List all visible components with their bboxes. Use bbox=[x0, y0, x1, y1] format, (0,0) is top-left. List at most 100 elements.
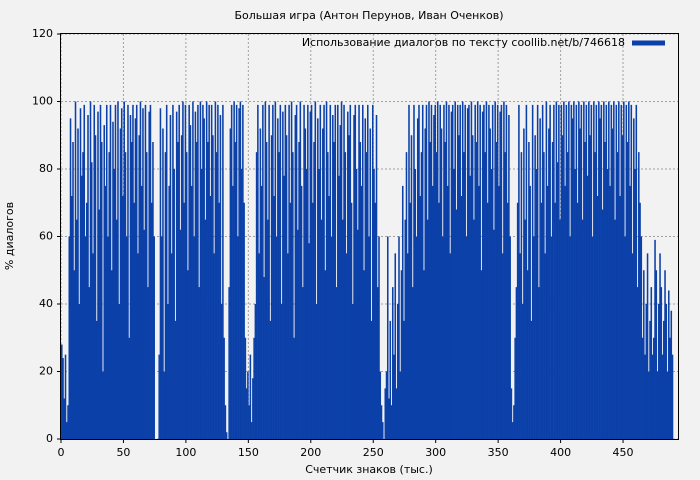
bar bbox=[389, 320, 392, 439]
bar bbox=[661, 354, 664, 439]
bar bbox=[269, 320, 272, 439]
bar bbox=[636, 287, 639, 439]
bar bbox=[163, 371, 165, 439]
bar bbox=[214, 101, 217, 439]
bar bbox=[318, 169, 320, 439]
bar bbox=[294, 115, 297, 439]
bar bbox=[583, 101, 585, 439]
bar bbox=[348, 135, 350, 439]
bar bbox=[385, 371, 388, 439]
bar bbox=[535, 169, 538, 439]
bar bbox=[471, 135, 474, 439]
bar bbox=[408, 104, 410, 439]
bar bbox=[285, 135, 288, 439]
bar bbox=[109, 104, 112, 439]
bar bbox=[354, 104, 357, 439]
bar bbox=[128, 337, 130, 439]
bar bbox=[263, 277, 265, 439]
bar bbox=[177, 142, 179, 439]
bar bbox=[125, 236, 128, 439]
bar bbox=[649, 320, 651, 439]
bar bbox=[603, 101, 605, 439]
bar bbox=[378, 236, 380, 439]
bar bbox=[421, 104, 424, 439]
bar bbox=[93, 104, 96, 439]
bar bbox=[324, 270, 327, 439]
bar bbox=[391, 287, 394, 439]
bar bbox=[491, 104, 494, 439]
bar bbox=[499, 111, 501, 439]
bar bbox=[404, 219, 407, 439]
bar bbox=[668, 290, 670, 439]
bar bbox=[257, 104, 259, 439]
bar bbox=[515, 287, 518, 439]
bar bbox=[352, 304, 354, 439]
bar bbox=[194, 111, 197, 439]
y-tick-label: 120 bbox=[32, 27, 53, 40]
bar bbox=[396, 304, 399, 439]
bar bbox=[123, 101, 125, 439]
bar bbox=[312, 202, 314, 439]
bar bbox=[669, 337, 671, 439]
bar bbox=[249, 354, 252, 439]
bar bbox=[117, 101, 119, 439]
bar bbox=[569, 236, 571, 439]
bar bbox=[278, 152, 280, 439]
bar bbox=[179, 229, 182, 439]
legend-swatch bbox=[632, 40, 665, 46]
bar bbox=[135, 104, 138, 439]
bar bbox=[398, 236, 400, 439]
bar bbox=[428, 101, 430, 439]
bar bbox=[102, 371, 104, 439]
bar bbox=[218, 202, 220, 439]
bar bbox=[489, 128, 491, 439]
bar bbox=[325, 101, 328, 439]
bar bbox=[411, 287, 414, 439]
bar bbox=[150, 202, 153, 439]
chart-title: Большая игра (Антон Перунов, Иван Оченко… bbox=[234, 9, 503, 22]
bar bbox=[536, 104, 539, 439]
bar bbox=[486, 202, 489, 439]
x-tick-label: 100 bbox=[175, 446, 196, 459]
bar bbox=[556, 162, 559, 439]
bar bbox=[74, 101, 77, 439]
bar bbox=[610, 104, 613, 439]
bar bbox=[468, 104, 470, 439]
bar bbox=[663, 320, 665, 439]
bar bbox=[635, 104, 638, 439]
bar bbox=[464, 104, 466, 439]
bar bbox=[666, 371, 669, 439]
y-tick-label: 20 bbox=[39, 365, 53, 378]
bar bbox=[519, 253, 521, 439]
bar bbox=[539, 118, 541, 439]
bar bbox=[416, 118, 419, 439]
bar bbox=[608, 101, 610, 439]
bar bbox=[127, 104, 129, 439]
bar bbox=[208, 104, 210, 439]
bar bbox=[164, 152, 167, 439]
bar bbox=[388, 398, 390, 439]
bar bbox=[73, 270, 76, 439]
bar bbox=[347, 111, 349, 439]
bar bbox=[510, 388, 513, 439]
bar bbox=[633, 118, 635, 439]
bar bbox=[371, 104, 374, 439]
bar bbox=[521, 304, 524, 439]
bar bbox=[212, 135, 214, 439]
bar bbox=[400, 270, 403, 439]
bar bbox=[138, 135, 140, 439]
bar bbox=[302, 287, 304, 439]
bar bbox=[558, 104, 560, 439]
bar bbox=[188, 104, 190, 439]
bar bbox=[130, 142, 133, 439]
bar bbox=[115, 219, 118, 439]
bar bbox=[384, 388, 387, 439]
x-axis-label: Счетчик знаков (тыс.) bbox=[305, 463, 433, 476]
bar bbox=[426, 219, 429, 439]
bar bbox=[314, 101, 317, 439]
bar bbox=[255, 152, 258, 439]
bar bbox=[265, 142, 268, 439]
bar bbox=[233, 101, 235, 439]
bar bbox=[162, 128, 164, 439]
bar bbox=[112, 121, 114, 439]
